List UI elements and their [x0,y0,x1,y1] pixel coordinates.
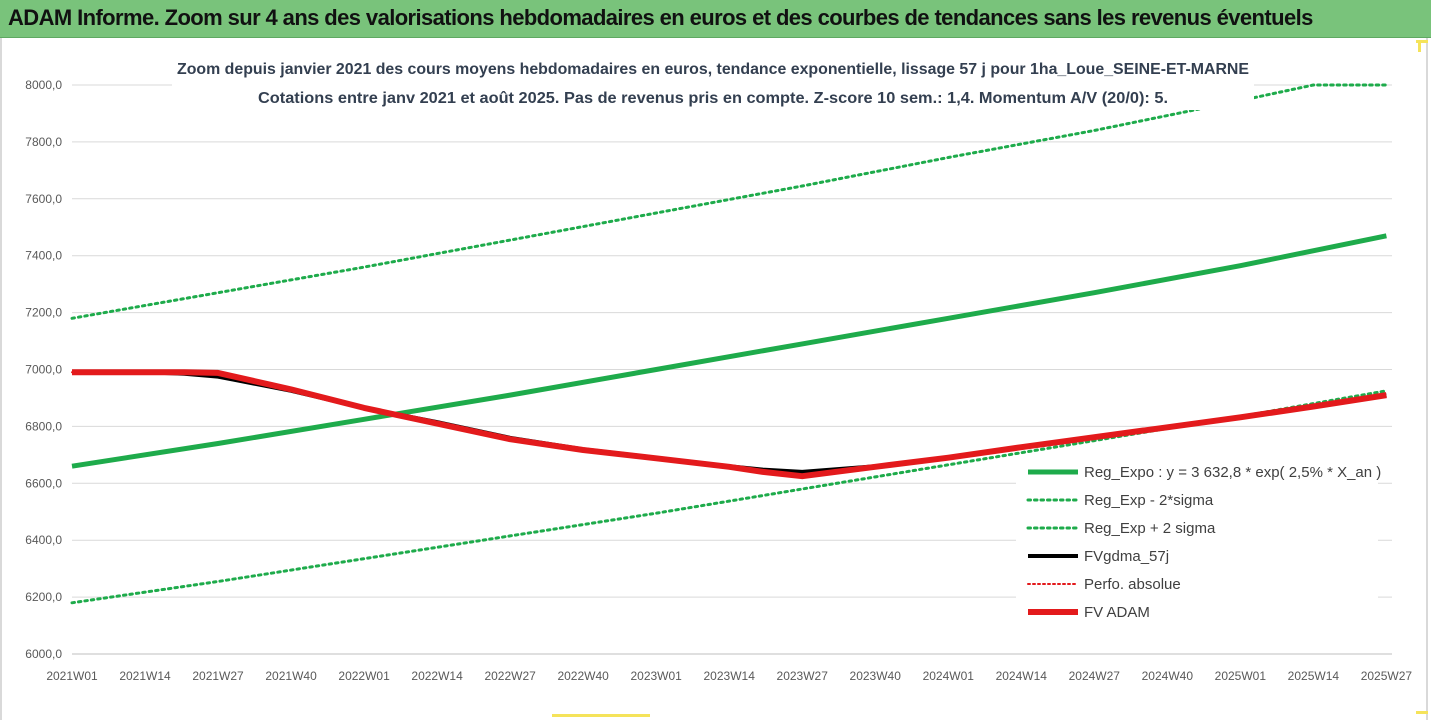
x-tick-label: 2021W14 [119,669,171,683]
series-line [70,83,1388,320]
y-tick-label: 7600,0 [25,192,62,206]
report-title: ADAM Informe. Zoom sur 4 ans des valoris… [8,5,1313,30]
x-tick-label: 2021W01 [46,669,98,683]
corner-mark [1418,40,1421,52]
x-tick-label: 2024W01 [923,669,975,683]
bottom-mark [552,714,650,717]
x-tick-label: 2025W14 [1288,669,1340,683]
x-tick-label: 2024W27 [1069,669,1121,683]
y-tick-label: 6200,0 [25,590,62,604]
y-tick-label: 8000,0 [25,78,62,92]
series-line [71,233,1387,469]
y-tick-label: 7000,0 [25,363,62,377]
x-tick-label: 2025W01 [1215,669,1267,683]
x-tick-label: 2021W40 [265,669,317,683]
x-tick-label: 2022W27 [484,669,536,683]
x-tick-label: 2023W40 [850,669,902,683]
x-tick-label: 2023W14 [704,669,756,683]
x-tick-label: 2025W27 [1361,669,1413,683]
chart-title-box [172,52,1254,110]
right-border [1426,38,1428,720]
x-tick-label: 2022W01 [338,669,390,683]
chart-subtitle: Cotations entre janv 2021 et août 2025. … [258,90,1168,107]
legend-label: Perfo. absolue [1084,576,1181,593]
line-chart: 6000,0 6200,0 6400,0 6600,0 6800,0 7000,0 7200… [25,52,1413,683]
y-tick-label: 6400,0 [25,533,62,547]
report-header: ADAM Informe. Zoom sur 4 ans des valoris… [0,0,1431,38]
corner-mark [1416,711,1428,714]
y-tick-label: 6000,0 [25,647,62,661]
x-tick-label: 2023W27 [777,669,829,683]
x-tick-label: 2022W40 [557,669,609,683]
x-tick-label: 2022W14 [411,669,463,683]
left-border [0,38,2,720]
legend-label: FV ADAM [1084,604,1150,621]
legend-label: FVgdma_57j [1084,548,1169,565]
y-tick-label: 6800,0 [25,419,62,433]
y-tick-label: 7800,0 [25,135,62,149]
legend-box [1016,458,1378,630]
y-tick-label: 7200,0 [25,306,62,320]
legend-label: Reg_Exp - 2*sigma [1084,492,1214,509]
y-tick-label: 7400,0 [25,249,62,263]
legend-label: Reg_Expo : y = 3 632,8 * exp( 2,5% * X_a… [1084,464,1381,481]
x-tick-label: 2021W27 [192,669,244,683]
x-tick-label: 2023W01 [630,669,682,683]
series-line [72,369,1387,480]
x-tick-label: 2024W40 [1142,669,1194,683]
series-line [70,389,1388,605]
chart-title: Zoom depuis janvier 2021 des cours moyen… [177,61,1249,78]
corner-mark [1416,40,1428,43]
y-tick-label: 6600,0 [25,476,62,490]
x-tick-label: 2024W14 [996,669,1048,683]
legend-label: Reg_Exp + 2 sigma [1084,520,1216,537]
